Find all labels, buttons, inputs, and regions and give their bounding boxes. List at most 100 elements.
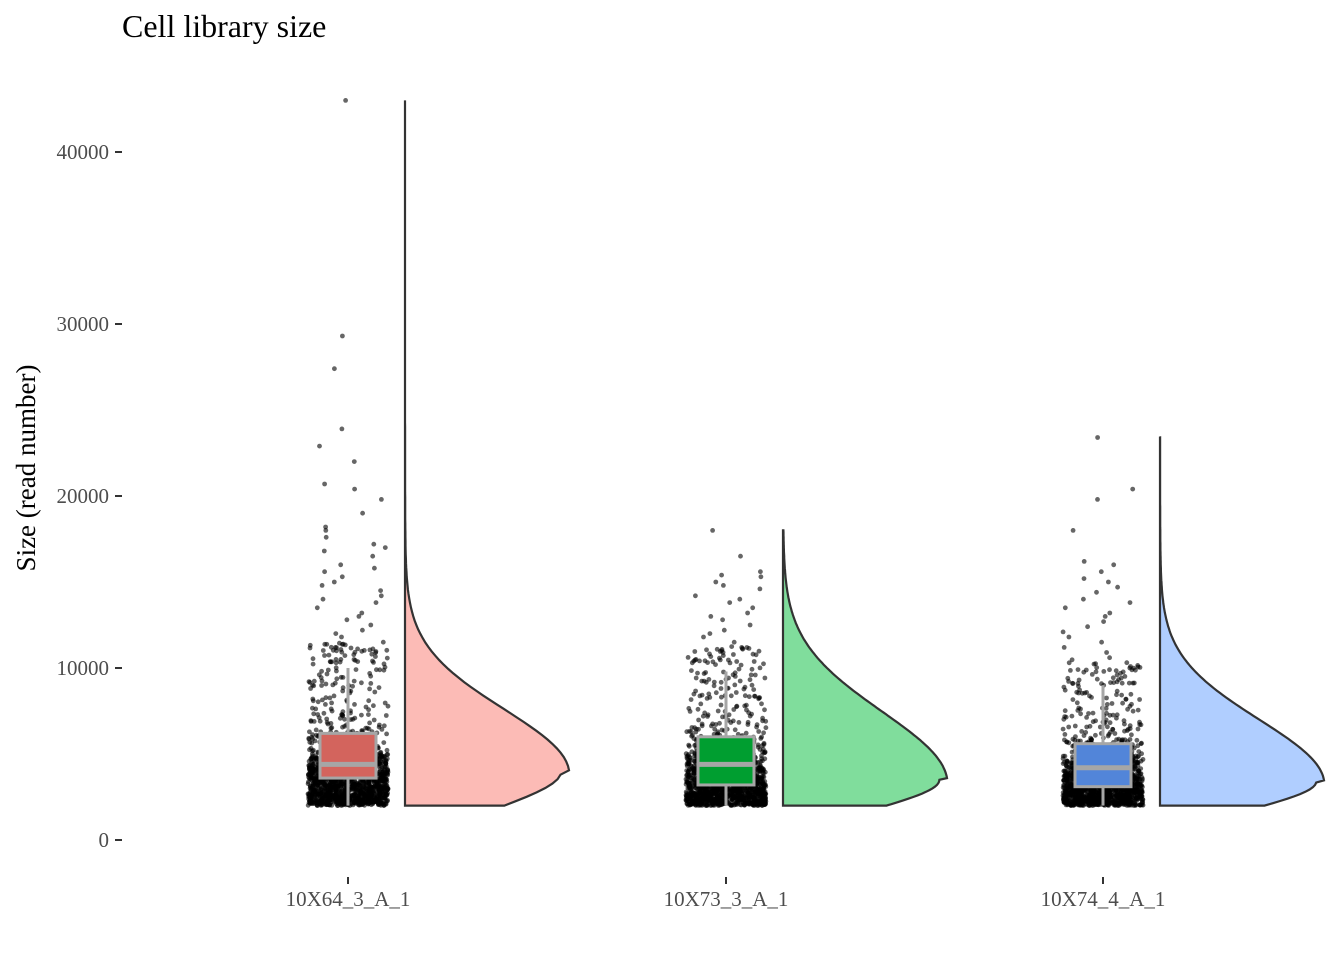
data-point: [758, 574, 764, 580]
data-point: [718, 702, 724, 708]
data-point: [340, 724, 345, 730]
data-point: [689, 668, 694, 673]
data-point: [333, 631, 339, 636]
data-point: [699, 692, 705, 698]
data-point: [310, 775, 315, 781]
data-point: [343, 98, 348, 103]
data-point: [746, 646, 752, 651]
data-point: [313, 727, 319, 733]
data-point: [735, 798, 741, 803]
group-10X64_3_A_1: [305, 98, 571, 808]
data-point: [756, 696, 761, 702]
data-point: [339, 649, 345, 655]
data-point: [1089, 695, 1094, 700]
data-point: [339, 574, 345, 580]
data-point: [368, 622, 374, 628]
data-point: [333, 778, 339, 784]
data-point: [741, 686, 747, 692]
data-point: [370, 646, 376, 652]
data-point: [358, 783, 364, 789]
data-point: [751, 687, 757, 692]
data-point: [750, 651, 756, 657]
data-point: [727, 600, 733, 605]
data-point: [375, 781, 380, 787]
data-point: [1135, 726, 1141, 732]
data-point: [1081, 576, 1087, 581]
data-point: [382, 700, 388, 706]
data-point: [333, 665, 339, 671]
data-point: [378, 752, 384, 758]
data-point: [360, 627, 365, 633]
chart-title: Cell library size: [122, 8, 326, 44]
data-point: [703, 792, 709, 798]
data-point: [1137, 802, 1143, 808]
data-point: [1120, 700, 1125, 706]
data-point: [1061, 777, 1067, 783]
data-point: [1135, 760, 1141, 765]
data-point: [713, 579, 719, 585]
data-point: [310, 656, 316, 662]
data-point: [1113, 668, 1119, 674]
data-point: [320, 648, 326, 653]
data-point: [1127, 796, 1133, 801]
data-point: [1081, 559, 1087, 564]
data-point: [745, 786, 751, 791]
data-point: [354, 787, 359, 793]
data-point: [1101, 669, 1107, 674]
data-point: [363, 795, 369, 801]
data-point: [1062, 605, 1068, 611]
data-point: [759, 734, 764, 740]
data-point: [1084, 724, 1090, 730]
data-point: [349, 800, 354, 805]
data-point: [382, 764, 387, 770]
data-point: [1107, 610, 1113, 616]
data-point: [1105, 795, 1111, 801]
data-point: [747, 622, 753, 628]
data-point: [1106, 579, 1111, 585]
data-point: [704, 647, 709, 653]
data-point: [707, 800, 713, 806]
data-point: [306, 763, 312, 768]
data-point: [373, 650, 378, 656]
data-point: [706, 691, 712, 697]
data-point: [322, 481, 327, 487]
data-point: [1121, 718, 1127, 724]
data-point: [1064, 798, 1070, 803]
data-point: [1083, 795, 1089, 801]
x-tick-label: 10X64_3_A_1: [286, 887, 411, 911]
data-point: [1094, 676, 1100, 682]
data-point: [377, 667, 383, 673]
data-point: [310, 698, 316, 704]
data-point: [719, 694, 724, 700]
data-point: [1137, 790, 1142, 796]
data-point: [759, 802, 765, 808]
data-point: [1104, 702, 1110, 707]
data-point: [311, 678, 317, 684]
data-point: [342, 716, 347, 722]
data-point: [356, 614, 362, 619]
data-point: [352, 702, 357, 707]
group-10X74_4_A_1: [1060, 435, 1326, 808]
data-point: [1095, 497, 1100, 502]
data-point: [1060, 785, 1066, 790]
data-point: [310, 682, 315, 688]
data-point: [732, 674, 738, 679]
data-point: [361, 648, 367, 653]
data-point: [711, 791, 717, 796]
data-point: [363, 786, 369, 792]
data-point: [698, 701, 704, 707]
data-point: [719, 572, 724, 578]
data-point: [1062, 768, 1067, 774]
data-point: [351, 657, 357, 662]
data-point: [1125, 706, 1130, 712]
data-point: [1066, 790, 1072, 795]
data-point: [340, 709, 346, 715]
data-point: [315, 712, 321, 717]
data-point: [332, 366, 337, 372]
data-point: [1073, 734, 1078, 739]
data-point: [351, 678, 357, 684]
data-point: [351, 778, 357, 784]
data-point: [322, 569, 327, 575]
data-point: [385, 703, 391, 709]
